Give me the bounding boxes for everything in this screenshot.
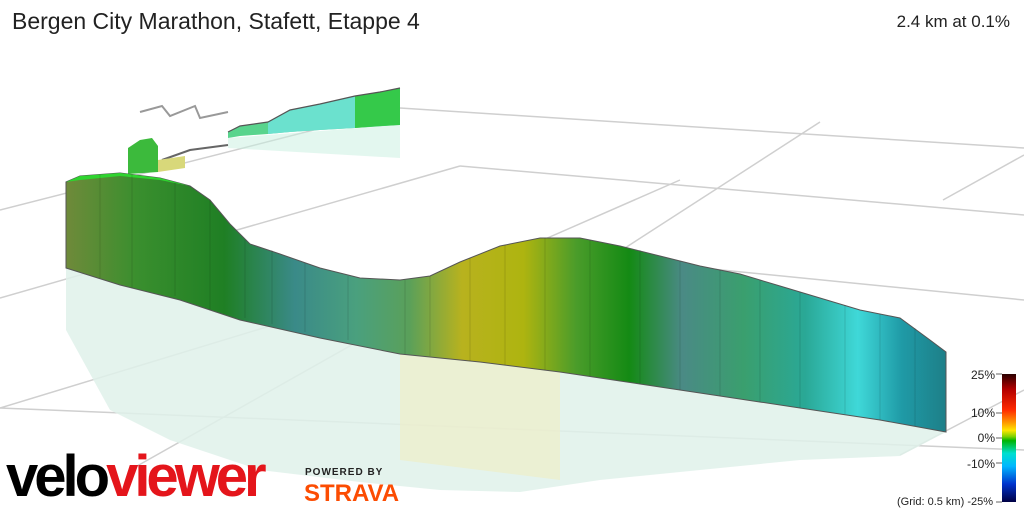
- far-route-segments: [128, 87, 401, 174]
- strava-logo[interactable]: STRAVA: [304, 480, 400, 507]
- elevation-ridge: [65, 172, 947, 433]
- powered-by-label: POWERED BY: [305, 467, 384, 478]
- ridge-stripes: [99, 175, 916, 426]
- legend-label-minus-10: -10%: [966, 457, 995, 471]
- legend-label-0: 0%: [977, 431, 995, 445]
- activity-title: Bergen City Marathon, Stafett, Etappe 4: [12, 8, 420, 34]
- legend-ticks: [996, 373, 1002, 503]
- logo-viewer-text: viewer: [106, 444, 267, 509]
- grid-scale-note: (Grid: 0.5 km) -25%: [897, 496, 993, 508]
- distance-grade-summary: 2.4 km at 0.1%: [896, 12, 1010, 31]
- logo-velo-text: velo: [6, 444, 110, 509]
- legend-label-10: 10%: [970, 406, 995, 420]
- veloviewer-logo[interactable]: veloviewer: [6, 448, 267, 506]
- legend-label-25: 25%: [970, 368, 995, 382]
- gradient-color-legend: [1002, 374, 1016, 502]
